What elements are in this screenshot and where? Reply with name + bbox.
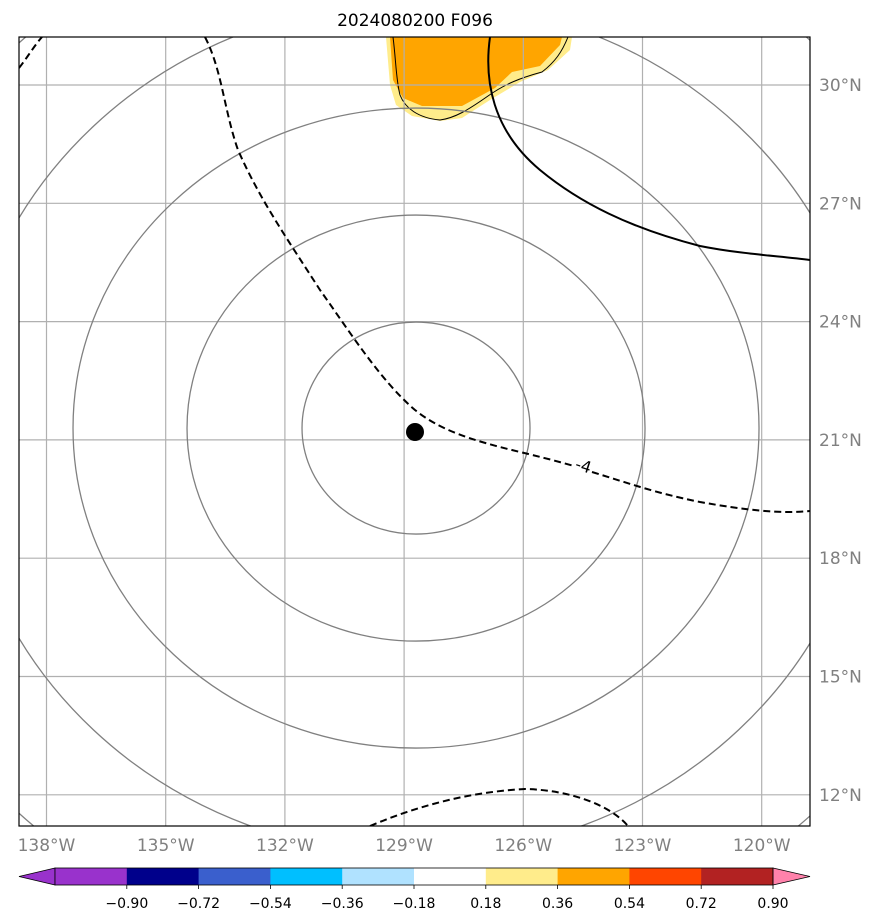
latitude-tick-label: 24°N (819, 313, 862, 333)
colorbar-extend-max (772, 867, 811, 886)
colorbar-tick-label: −0.72 (177, 896, 220, 912)
longitude-tick-label: 132°W (256, 836, 314, 856)
colorbar-segment (485, 868, 559, 885)
dashed-contour-bottom (369, 787, 629, 826)
contour-label: -4 (573, 454, 594, 477)
dashed-contour-topleft (19, 37, 43, 69)
colorbar-tick-label: 0.72 (686, 896, 717, 912)
colorbar-tick-label: −0.18 (393, 896, 436, 912)
latitude-tick-label: 30°N (819, 76, 862, 96)
range-ring (72, 107, 760, 749)
colorbar-segment (270, 868, 343, 885)
map-frame (18, 36, 811, 827)
latitude-tick-label: 27°N (819, 194, 862, 214)
colorbar-segment (701, 868, 774, 885)
colorbar-tick-label: −0.54 (249, 896, 292, 912)
colorbar-segment (414, 868, 487, 885)
solid-contour (487, 37, 810, 261)
longitude-tick-label: 138°W (18, 836, 76, 856)
lat-lon-grid (19, 37, 810, 826)
range-ring (19, 37, 810, 826)
longitude-tick-label: 135°W (137, 836, 195, 856)
colorbar-tick-label: −0.90 (105, 896, 148, 912)
colorbar-tick-label: −0.36 (321, 896, 364, 912)
longitude-tick-label: 126°W (494, 836, 552, 856)
latitude-tick-label: 18°N (819, 549, 862, 569)
latitude-labels: 30°N 27°N 24°N 21°N 18°N 15°N 12°N (819, 76, 862, 806)
coastline-contour (392, 37, 569, 121)
colorbar-tick-label: 0.18 (470, 896, 501, 912)
longitude-tick-label: 129°W (375, 836, 433, 856)
colorbar-segment (126, 868, 200, 885)
colorbar-tick-label: 0.90 (757, 896, 788, 912)
colorbar-segment (557, 868, 630, 885)
dashed-contour-main-tail (591, 471, 810, 513)
colorbar-tick-label: 0.36 (542, 896, 573, 912)
colorbar: −0.90 −0.72 −0.54 −0.36 −0.18 0.18 0.36 0.54 0.7… (18, 867, 811, 912)
latitude-tick-label: 15°N (819, 668, 862, 688)
range-ring (186, 214, 646, 642)
map-title: 2024080200 F096 (337, 11, 493, 31)
colorbar-segment (342, 868, 415, 885)
colorbar-segment (629, 868, 702, 885)
colorbar-segment (55, 868, 128, 885)
longitude-tick-label: 120°W (733, 836, 791, 856)
colorbar-extend-min (18, 867, 56, 886)
colorbar-segment (198, 868, 271, 885)
storm-center-marker (406, 423, 424, 441)
range-ring (301, 321, 531, 535)
colorbar-tick-label: 0.54 (614, 896, 645, 912)
latitude-tick-label: 21°N (819, 431, 862, 451)
longitude-labels: 138°W 135°W 132°W 129°W 126°W 123°W 120°W (18, 836, 791, 856)
latitude-tick-label: 12°N (819, 786, 862, 806)
dashed-contour-main (204, 37, 575, 467)
shaded-region-orange (390, 37, 562, 106)
longitude-tick-label: 123°W (614, 836, 672, 856)
